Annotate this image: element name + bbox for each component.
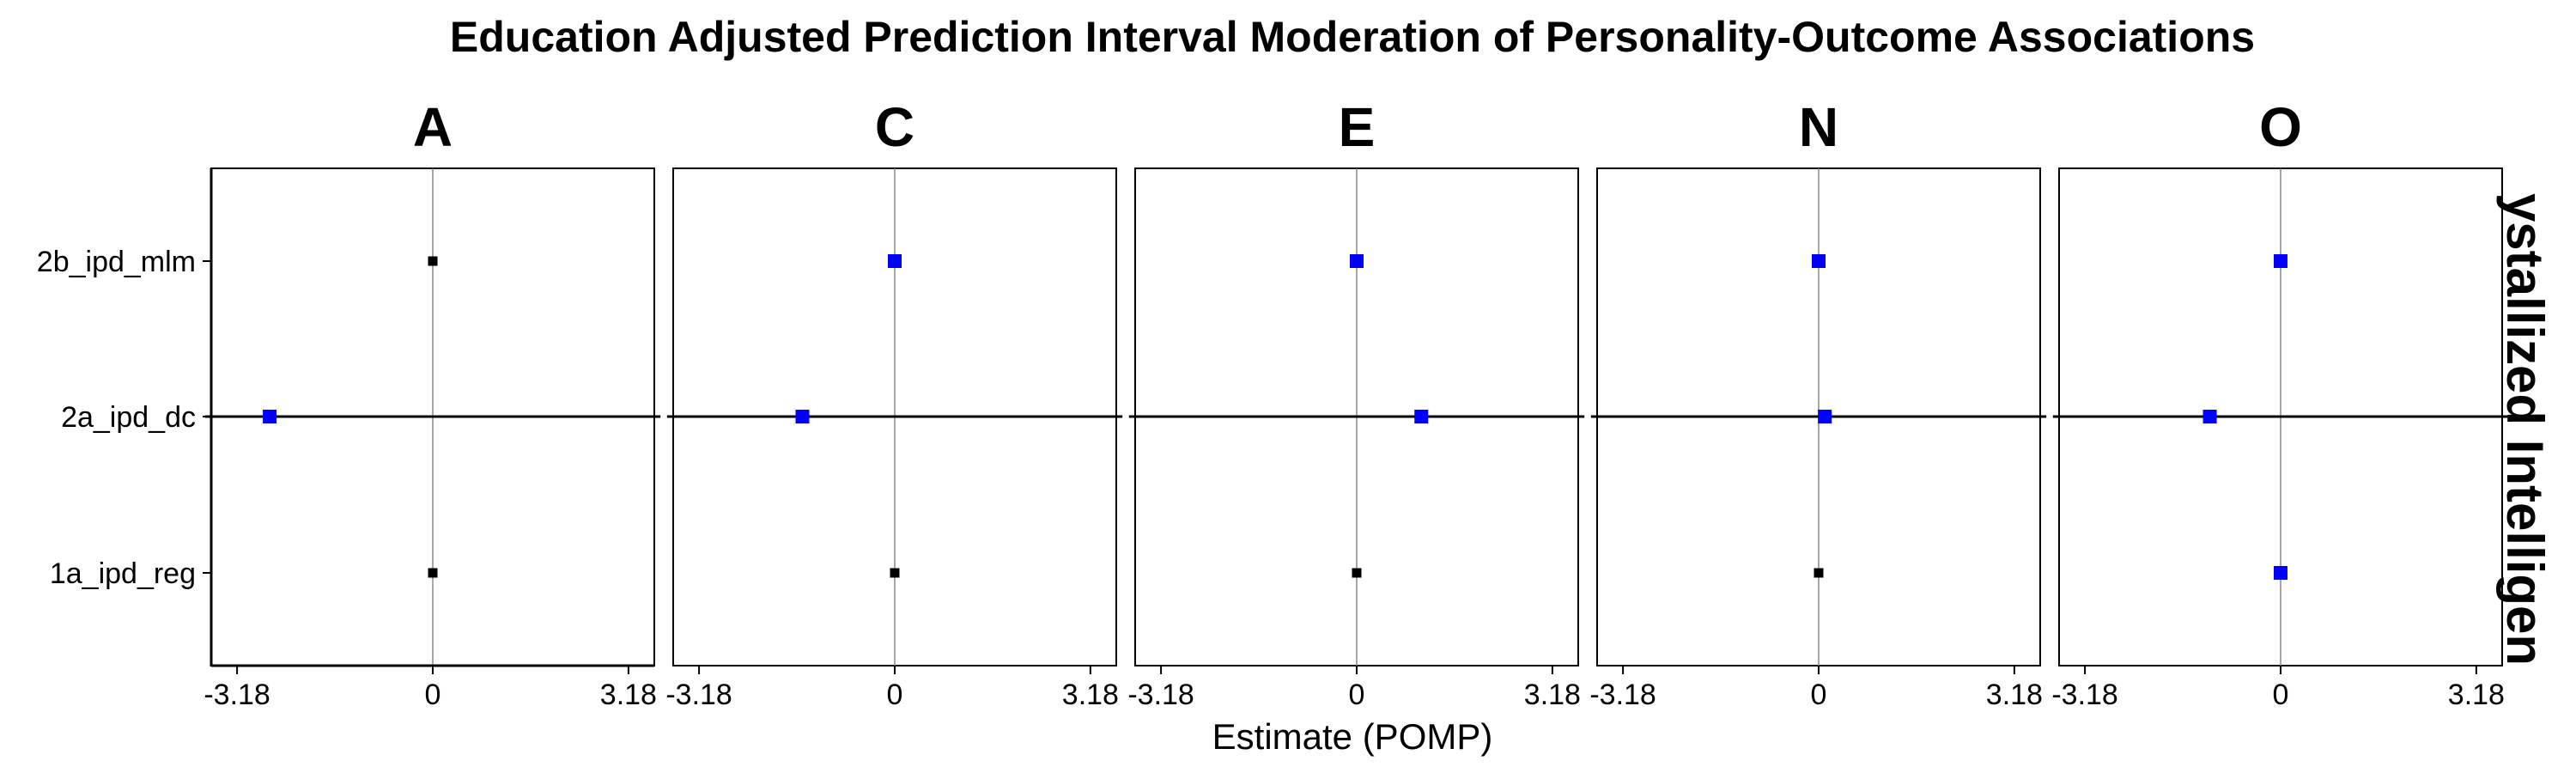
point-1a_ipd_reg: [1352, 568, 1362, 578]
facet-label-O: O: [2259, 96, 2302, 158]
point-2a_ipd_dc: [1818, 410, 1832, 423]
x-tick-label: 3.18: [2448, 679, 2505, 711]
facet-label-E: E: [1339, 96, 1376, 158]
x-tick-label: 3.18: [1062, 679, 1119, 711]
x-tick-label: 0: [425, 679, 441, 711]
facet-C: C -3.18 0 3.18: [665, 96, 1123, 711]
facet-panels: A -3.18 0 3.18 C -3.18 0 3.18 E -3.18 0 3.18 N -3.18 0…: [204, 96, 2509, 711]
point-2a_ipd_dc: [263, 410, 277, 423]
point-2a_ipd_dc: [1414, 410, 1429, 423]
x-tick-label: 0: [1811, 679, 1827, 711]
point-2b_ipd_mlm: [1350, 254, 1364, 268]
point-2b_ipd_mlm: [888, 254, 902, 268]
facet-label-N: N: [1799, 96, 1838, 158]
point-1a_ipd_reg: [1814, 568, 1824, 578]
facet-label-C: C: [875, 96, 914, 158]
facet-E: E -3.18 0 3.18: [1127, 96, 1585, 711]
facet-O: O -3.18 0 3.18: [2051, 96, 2509, 711]
x-tick-label: 0: [1349, 679, 1365, 711]
point-2a_ipd_dc: [2202, 410, 2217, 423]
point-2b_ipd_mlm: [428, 256, 438, 266]
y-axis: 2b_ipd_mlm 2a_ipd_dc 1a_ipd_reg: [37, 168, 654, 667]
y-tick-label: 2b_ipd_mlm: [37, 246, 196, 278]
point-1a_ipd_reg: [428, 568, 438, 578]
x-tick-label: 3.18: [600, 679, 657, 711]
x-tick-label: 0: [2273, 679, 2289, 711]
point-1a_ipd_reg: [890, 568, 900, 578]
x-tick-label: 3.18: [1524, 679, 1581, 711]
x-tick-label: -3.18: [1589, 679, 1656, 711]
x-tick-label: -3.18: [665, 679, 732, 711]
facet-label-A: A: [413, 96, 453, 158]
point-2a_ipd_dc: [795, 410, 810, 423]
x-axis-title: Estimate (POMP): [1212, 716, 1493, 757]
facet-N: N -3.18 0 3.18: [1589, 96, 2047, 711]
facet-A: A -3.18 0 3.18: [204, 96, 661, 711]
point-1a_ipd_reg: [2274, 566, 2287, 580]
point-2b_ipd_mlm: [2274, 254, 2287, 268]
x-tick-label: 3.18: [1986, 679, 2043, 711]
x-tick-label: 0: [887, 679, 903, 711]
right-strip-label: ystallized Intelligen: [2496, 193, 2554, 666]
x-tick-label: -3.18: [1127, 679, 1194, 711]
point-2b_ipd_mlm: [1812, 254, 1826, 268]
y-tick-label: 2a_ipd_dc: [61, 401, 196, 434]
x-tick-label: -3.18: [2051, 679, 2118, 711]
x-tick-label: -3.18: [204, 679, 270, 711]
chart-title: Education Adjusted Prediction Interval M…: [450, 13, 2255, 61]
y-tick-label: 1a_ipd_reg: [50, 557, 196, 590]
